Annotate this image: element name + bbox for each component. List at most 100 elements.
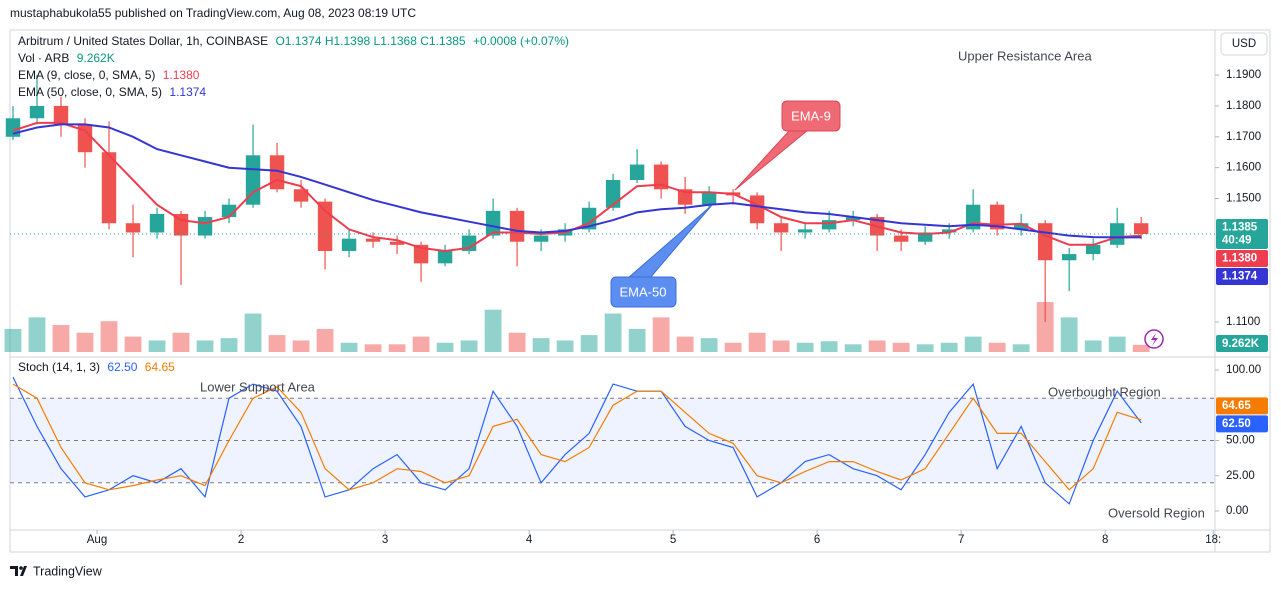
x-tick-label: Aug — [87, 534, 107, 546]
legend-row: Stoch (14, 1, 3) 62.50 64.65 — [18, 360, 175, 374]
volume-bar — [1084, 340, 1102, 352]
volume-bar — [196, 340, 214, 352]
candle-body — [1037, 223, 1053, 261]
volume-bar — [1012, 344, 1030, 352]
price-badge-label: 62.50 — [1222, 418, 1251, 430]
brand-name: TradingView — [33, 564, 103, 578]
y-tick-label: 1.1500 — [1226, 193, 1261, 205]
volume-bar — [1108, 336, 1126, 352]
candle-body — [173, 213, 189, 236]
volume-bar — [412, 336, 430, 352]
currency-label[interactable]: USD — [1232, 38, 1256, 50]
volume-bar — [460, 340, 478, 352]
x-tick-label: 7 — [958, 534, 964, 546]
volume-bar — [892, 342, 910, 352]
volume-bar — [508, 332, 526, 352]
currency-button[interactable] — [1220, 32, 1268, 56]
ema50-legend: EMA (50, close, 0, SMA, 5) — [18, 85, 162, 99]
annotation: Oversold Region — [1108, 505, 1205, 520]
candle-body — [1109, 223, 1125, 245]
price-badge-label: 1.1385 — [1222, 222, 1258, 234]
volume-bar — [172, 332, 190, 352]
volume-bar — [364, 344, 382, 352]
callout-label: EMA-50 — [620, 284, 667, 299]
volume-bar — [868, 340, 886, 352]
candle-body — [917, 232, 933, 242]
ema50-callout: EMA-50 — [610, 204, 713, 308]
volume-bar — [292, 340, 310, 352]
volume-bar — [436, 342, 454, 352]
candle-body — [653, 164, 669, 190]
logo-mark — [10, 566, 27, 576]
volume-bar — [1132, 344, 1150, 352]
callout-box — [781, 100, 841, 132]
volume-badge-label: 9.262K — [1222, 338, 1260, 350]
y-tick-label: 100.00 — [1226, 364, 1261, 376]
volume-bar — [604, 313, 622, 352]
candle-body — [749, 195, 765, 224]
callout-label: EMA-9 — [791, 108, 831, 123]
candle-body — [29, 105, 45, 119]
price-badge — [1216, 268, 1268, 286]
volume-bar — [844, 344, 862, 352]
candle-body — [1013, 223, 1029, 230]
ema9-legend: EMA (9, close, 0, SMA, 5) — [18, 68, 155, 82]
candle-body — [893, 235, 909, 242]
callout-pointer — [734, 129, 810, 191]
volume-bar — [28, 317, 46, 352]
candle-body — [125, 223, 141, 233]
x-tick-label: 4 — [526, 534, 533, 546]
candle-body — [989, 204, 1005, 230]
brand-logo: TradingView — [10, 564, 103, 578]
published-line: mustaphabukola55 published on TradingVie… — [10, 6, 416, 20]
volume-bar — [580, 335, 598, 352]
volume-legend-value: 9.262K — [77, 51, 115, 65]
candle-body — [485, 210, 501, 236]
volume-bar — [532, 338, 550, 352]
legend-row: EMA (9, close, 0, SMA, 5) 1.1380 — [18, 68, 200, 82]
volume-bar — [556, 340, 574, 352]
plot-area: Aug 2 3 4 5 6 7 8 18: 1.1900 1.1800 1.1700 1.1600 1.1… — [4, 69, 1268, 546]
y-tick-label: 1.1600 — [1226, 162, 1261, 174]
x-tick-label: 18: — [1205, 534, 1221, 546]
x-tick-label: 8 — [1102, 534, 1108, 546]
logo-dot — [19, 566, 23, 570]
candle-body — [437, 250, 453, 264]
volume-bar — [340, 342, 358, 352]
candle-body — [101, 152, 117, 224]
candle-body — [509, 210, 525, 242]
price-badge — [1216, 415, 1268, 433]
candle-body — [629, 164, 645, 180]
volume-bar — [724, 342, 742, 352]
candle-body — [773, 223, 789, 233]
volume-bar — [652, 317, 670, 352]
candle-body — [461, 235, 477, 251]
volume-bar — [676, 336, 694, 352]
volume-legend: Vol · ARB — [18, 51, 69, 65]
stoch-legend: Stoch (14, 1, 3) — [18, 360, 100, 374]
event-icon-glyph — [1151, 333, 1158, 346]
candle-body — [821, 220, 837, 230]
volume-bar — [1060, 317, 1078, 352]
volume-bar — [748, 332, 766, 352]
stoch-k-value: 62.50 — [107, 360, 137, 374]
volume-bar — [964, 336, 982, 352]
x-tick-label: 2 — [238, 534, 244, 546]
price-badge-label: 40:49 — [1222, 235, 1251, 247]
candle-body — [1061, 254, 1077, 261]
chart-frame — [9, 29, 1271, 553]
candle-body — [365, 238, 381, 242]
volume-bar — [148, 340, 166, 352]
symbol-title: Arbitrum / United States Dollar, 1h, COI… — [18, 34, 268, 48]
ema9-callout: EMA-9 — [734, 100, 841, 191]
volume-bar — [76, 332, 94, 352]
volume-badge — [1216, 335, 1268, 352]
candle-body — [53, 105, 69, 125]
candle-body — [533, 235, 549, 242]
volume-bar — [244, 313, 262, 352]
y-tick-label: 50.00 — [1226, 435, 1255, 447]
stoch-line — [12, 383, 1142, 491]
volume-bar — [268, 335, 286, 352]
candle-body — [149, 213, 165, 233]
candle-body — [341, 238, 357, 251]
